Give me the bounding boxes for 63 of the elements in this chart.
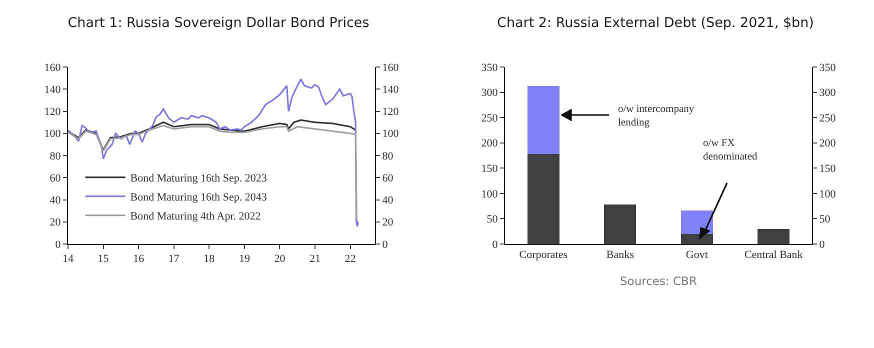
x-tick-label: Corporates [519, 249, 568, 262]
y-tick-label: 50 [486, 214, 498, 226]
bar [604, 204, 636, 244]
annotation: o/w intercompany lending [618, 104, 695, 129]
y2-tick-label: 120 [382, 106, 400, 118]
y-tick-label: 20 [50, 216, 62, 229]
x-tick-label: 16 [133, 253, 145, 266]
bar [758, 228, 790, 244]
y2-tick-label: 20 [382, 216, 394, 229]
y-tick-label: 100 [481, 188, 498, 200]
y-tick-label: 350 [481, 62, 498, 74]
y-tick-label: 300 [481, 87, 498, 100]
bar [680, 234, 713, 244]
y2-tick-label: 150 [819, 162, 836, 175]
x-tick-label: Govt [686, 249, 708, 262]
y2-tick-label: 60 [382, 172, 394, 184]
y2-tick-label: 100 [382, 128, 400, 140]
y2-tick-label: 40 [382, 194, 394, 207]
y-tick-label: 60 [50, 172, 62, 184]
y2-tick-label: 80 [382, 150, 394, 162]
x-tick-label: 17 [168, 253, 180, 266]
x-tick-label: Banks [606, 249, 634, 262]
line-series [68, 124, 358, 223]
y-tick-label: 120 [44, 106, 62, 118]
source-note: Sources: CBR [620, 274, 697, 288]
x-tick-label: 18 [204, 253, 216, 266]
legend-label: Bond Maturing 16th Sep. 2023 [130, 172, 268, 185]
bar [527, 154, 560, 244]
y-tick-label: 40 [50, 194, 62, 207]
y-tick-label: 0 [492, 238, 498, 251]
y-tick-label: 160 [44, 62, 62, 74]
y2-tick-label: 250 [819, 112, 836, 124]
chart-title: Chart 1: Russia Sovereign Dollar Bond Prices [68, 14, 370, 31]
bar [527, 86, 560, 154]
x-tick-label: 19 [238, 253, 250, 266]
x-tick-label: 14 [62, 253, 74, 266]
line-series [68, 78, 359, 228]
y2-tick-label: 100 [819, 188, 836, 200]
y2-tick-label: 200 [819, 138, 836, 150]
y2-tick-label: 160 [382, 62, 400, 74]
y2-tick-label: 140 [382, 84, 400, 96]
y-tick-label: 0 [55, 238, 62, 251]
x-tick-label: Central Bank [744, 249, 804, 262]
y2-tick-label: 350 [819, 62, 836, 74]
y-tick-label: 100 [44, 128, 62, 140]
y2-tick-label: 50 [819, 214, 831, 226]
y2-tick-label: 0 [819, 238, 826, 251]
x-tick-label: 22 [344, 253, 356, 266]
y-tick-label: 250 [481, 112, 498, 124]
y2-tick-label: 0 [382, 238, 388, 251]
x-tick-label: 20 [274, 253, 286, 266]
chart-title: Chart 2: Russia External Debt (Sep. 2021, $bn) [497, 14, 814, 31]
line-series [68, 119, 356, 151]
y-tick-label: 150 [481, 162, 498, 175]
x-tick-label: 15 [98, 253, 110, 266]
y-tick-label: 80 [50, 150, 62, 162]
annotation: o/w FX denominated [703, 138, 758, 163]
y-tick-label: 140 [44, 84, 62, 96]
y-tick-label: 200 [481, 138, 498, 150]
legend-label: Bond Maturing 4th Apr. 2022 [130, 210, 261, 223]
x-tick-label: 21 [310, 253, 321, 266]
y2-tick-label: 300 [819, 87, 836, 100]
legend-label: Bond Maturing 16th Sep. 2043 [130, 192, 268, 204]
